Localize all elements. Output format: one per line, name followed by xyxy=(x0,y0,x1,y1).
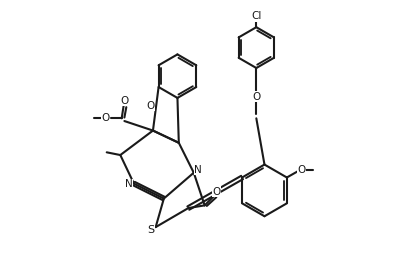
Text: N: N xyxy=(124,180,132,189)
Text: O: O xyxy=(102,113,110,123)
Text: O: O xyxy=(121,96,129,106)
Text: S: S xyxy=(147,225,154,235)
Text: Cl: Cl xyxy=(251,11,262,21)
Text: N: N xyxy=(194,165,202,175)
Text: O: O xyxy=(147,101,155,110)
Text: O: O xyxy=(212,187,220,197)
Text: O: O xyxy=(297,165,306,175)
Text: O: O xyxy=(252,92,260,101)
